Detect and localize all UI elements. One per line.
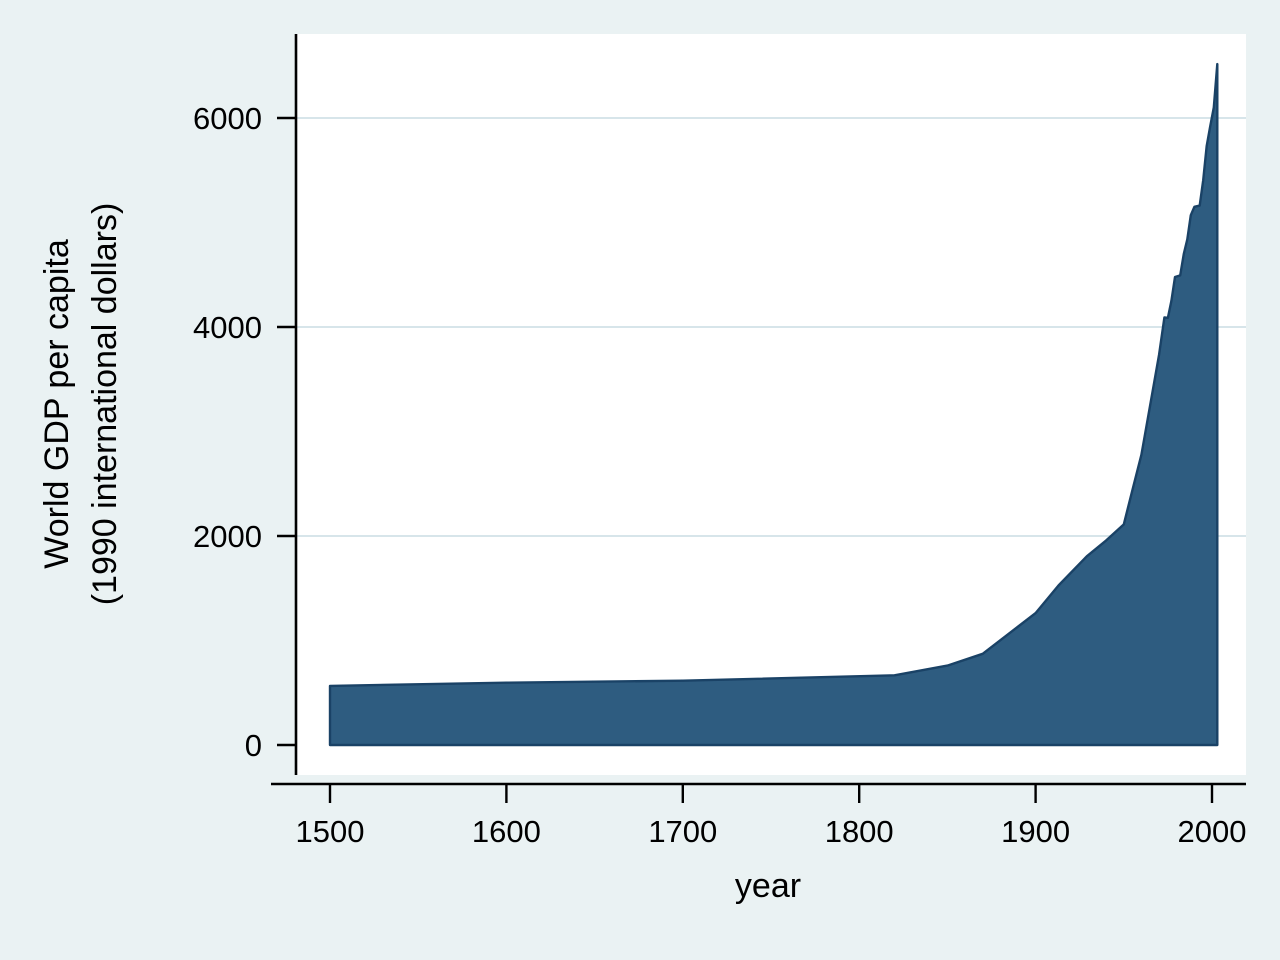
y-tick-label: 6000	[193, 101, 262, 136]
x-tick-label: 1700	[648, 814, 717, 849]
x-axis-ticks: 1500 1600 1700 1800 1900 2000	[296, 784, 1247, 849]
x-tick-label: 1600	[472, 814, 541, 849]
x-tick-label: 1900	[1001, 814, 1070, 849]
y-axis-title: World GDP per capita (1990 international…	[38, 203, 124, 606]
x-tick-label: 1500	[296, 814, 365, 849]
x-tick-label: 1800	[825, 814, 894, 849]
y-tick-label: 0	[245, 728, 262, 763]
y-axis-ticks: 0 2000 4000 6000	[193, 101, 296, 763]
y-axis-title-line1: World GDP per capita	[38, 239, 76, 569]
gridlines	[297, 117, 1246, 537]
x-tick-label: 2000	[1178, 814, 1247, 849]
y-axis-title-line2: (1990 international dollars)	[86, 203, 124, 606]
area-series-world-gdp	[328, 62, 1219, 747]
y-tick-label: 4000	[193, 310, 262, 345]
y-tick-label: 2000	[193, 519, 262, 554]
x-axis-title: year	[735, 867, 801, 905]
